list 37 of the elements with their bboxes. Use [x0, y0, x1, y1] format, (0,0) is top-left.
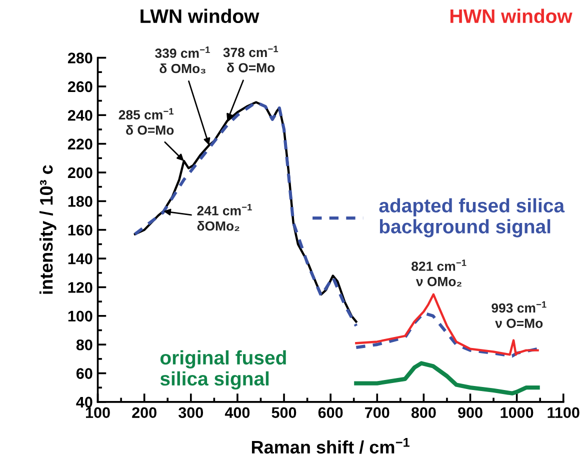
- y-axis-title: intensity / 10³ c: [39, 165, 56, 294]
- x-tick-label: 100: [86, 407, 110, 418]
- y-tick-label: 160: [68, 224, 92, 236]
- x-tick-label: 600: [318, 407, 343, 418]
- x-tick-label: 700: [365, 407, 390, 418]
- y-tick-label: 120: [68, 282, 92, 293]
- x-tick-label: 200: [132, 407, 156, 418]
- text: original fused silica signal: [160, 350, 286, 390]
- text: LWN window: [140, 8, 260, 24]
- x-tick-label: 900: [458, 407, 482, 418]
- y-tick-label: 100: [68, 310, 92, 322]
- x-tick-label: 300: [178, 407, 204, 418]
- annotation: 821 cm$^{−1}$ ν OMo₂: [412, 260, 466, 286]
- y-tick-label: 180: [68, 196, 92, 207]
- y-tick-label: 280: [68, 52, 92, 64]
- y-tick-label: 140: [68, 253, 92, 264]
- text: HWN window: [450, 8, 572, 24]
- annotation: 241 cm$^{−1}$ δOMo₂: [197, 204, 252, 231]
- y-tick-label: 260: [68, 81, 92, 92]
- annotation: 993 cm$^{−1}$ ν O=Mo: [492, 301, 546, 328]
- y-tick-label: 220: [68, 138, 92, 150]
- legend-label: adapted fused silica background signal: [379, 198, 565, 238]
- x-tick-label: 1100: [548, 407, 580, 418]
- line-series: [354, 361, 540, 396]
- x-tick-label: 800: [411, 407, 436, 418]
- x-tick-label: 500: [272, 407, 296, 418]
- x-tick-label: 1000: [500, 407, 534, 418]
- x-axis-title: Raman shift / cm$^{−1}$: [252, 438, 410, 454]
- annotation: 378 cm$^{−1}$ δ O=Mo: [223, 46, 278, 72]
- x-tick-label: 400: [224, 407, 250, 418]
- y-tick-label: 240: [68, 110, 92, 121]
- annotation: 285 cm$^{−1}$ δ O=Mo: [118, 108, 174, 135]
- y-tick-label: 40: [76, 396, 92, 408]
- y-tick-label: 60: [76, 368, 92, 379]
- y-tick-label: 80: [76, 339, 92, 350]
- y-tick-label: 200: [68, 167, 92, 178]
- annotation: 339 cm$^{−1}$ δ OMo₃: [155, 46, 210, 74]
